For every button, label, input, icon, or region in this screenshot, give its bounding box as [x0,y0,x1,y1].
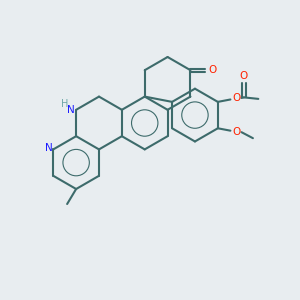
Text: O: O [240,71,248,81]
Text: N: N [45,143,52,153]
Text: O: O [232,127,241,137]
Text: H: H [61,99,68,110]
Text: N: N [67,105,75,115]
Text: O: O [209,65,217,75]
Text: O: O [232,93,241,103]
